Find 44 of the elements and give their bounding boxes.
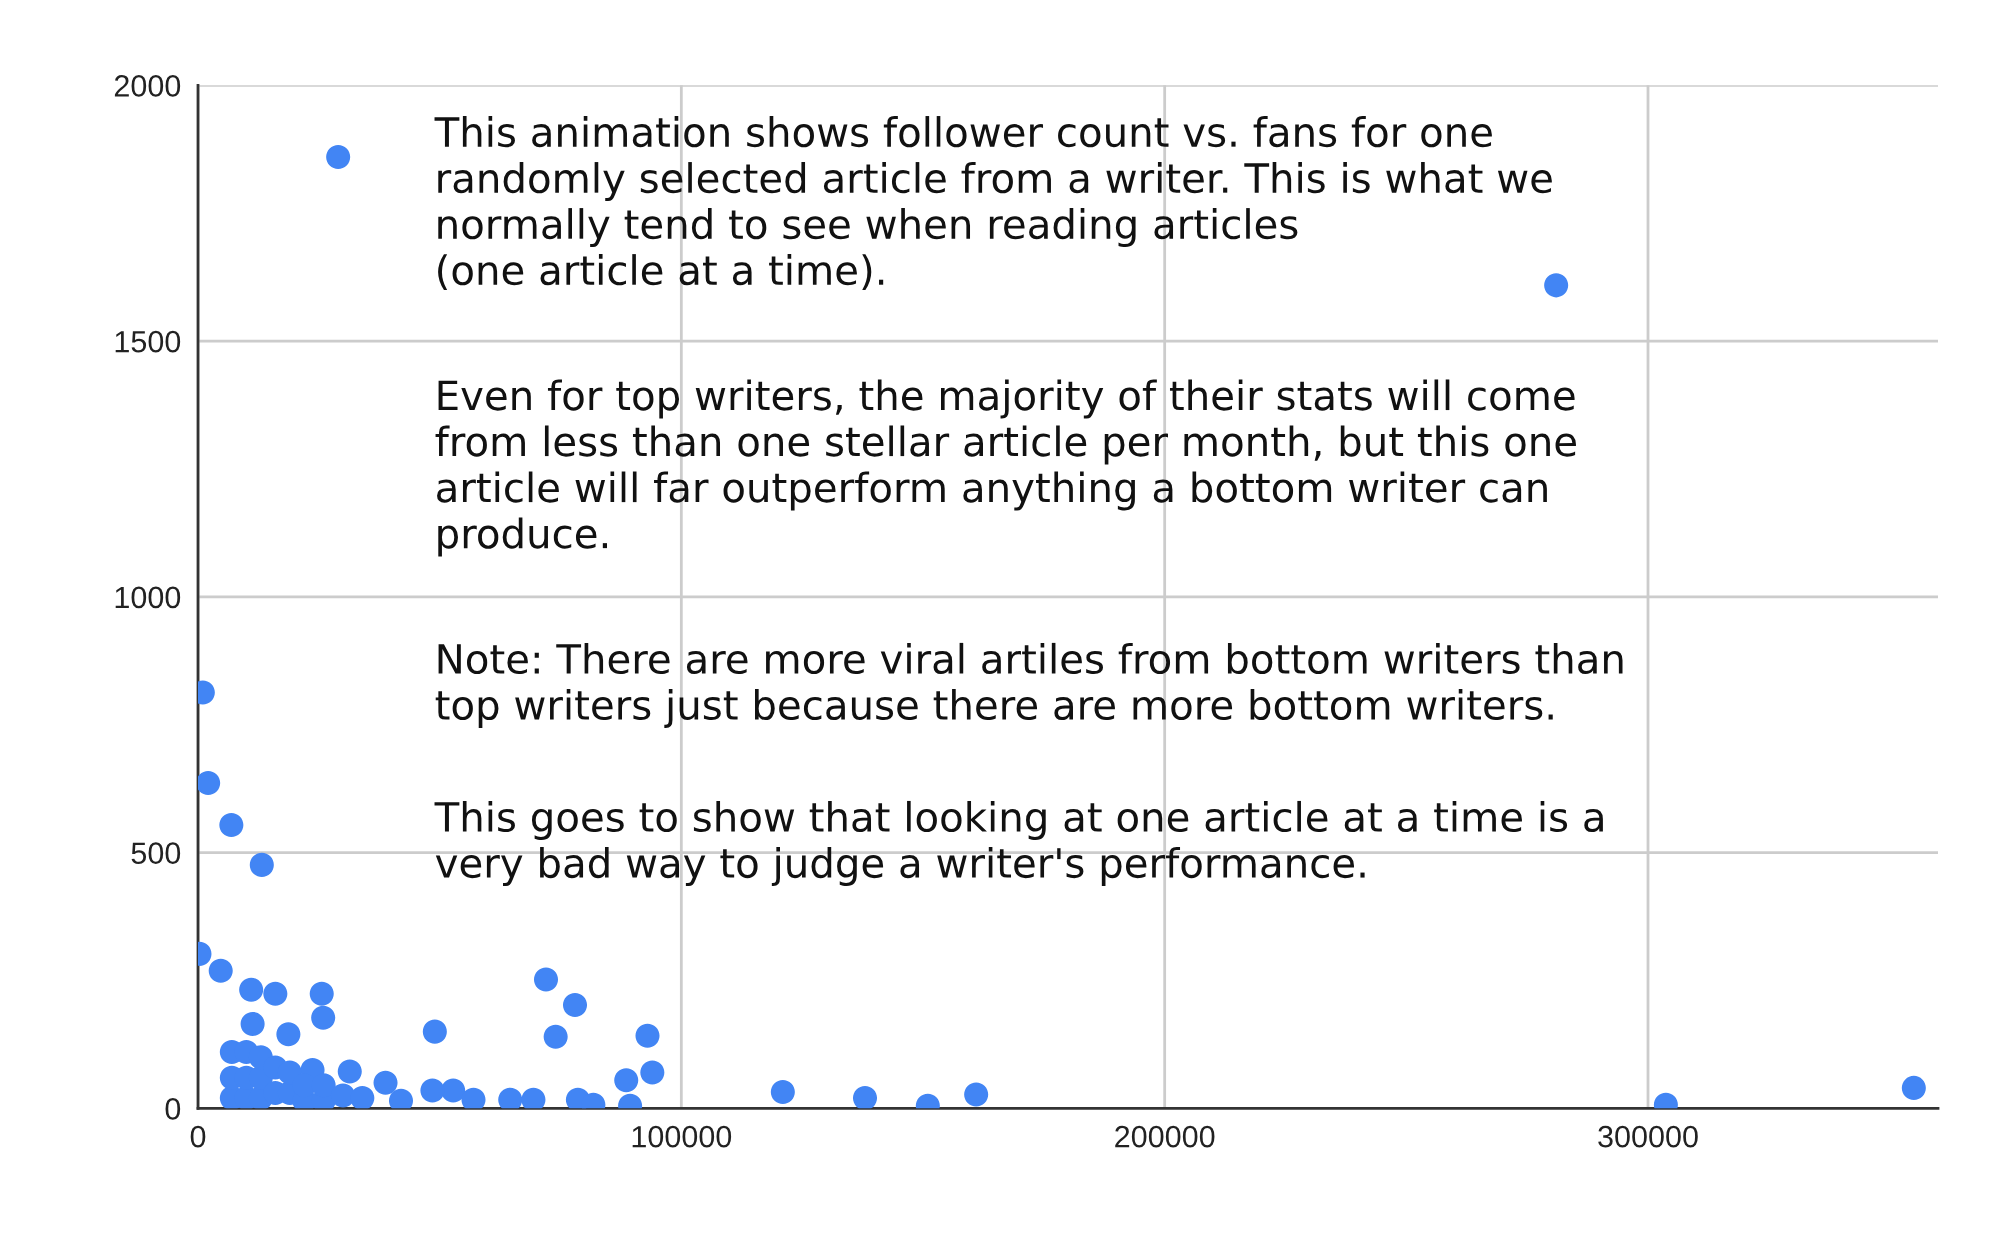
point: [1901, 1075, 1926, 1100]
point: [239, 977, 264, 1002]
y-tick-label: 2000: [114, 75, 181, 97]
point: [219, 812, 244, 838]
point: [964, 1082, 989, 1107]
point: [198, 771, 221, 796]
point: [562, 993, 588, 1018]
point: [770, 1079, 795, 1105]
point: [350, 1086, 375, 1109]
point: [635, 1023, 660, 1048]
annotation: Even for top writers, the majority of their stats will come from less than one stellar article per month, but this one article will far outperform anything a bottom writer can produce.: [435, 379, 1576, 557]
point: [1544, 273, 1569, 298]
y-tick-label: 500: [131, 842, 181, 864]
point: [263, 981, 288, 1006]
point: [326, 144, 351, 169]
point: [422, 1019, 447, 1044]
point: [461, 1087, 486, 1109]
x-tick-label: 100000: [632, 1125, 732, 1148]
point: [276, 1022, 301, 1047]
point: [640, 1060, 665, 1085]
x-tick-label: 200000: [1115, 1125, 1215, 1148]
point: [420, 1078, 445, 1103]
point: [852, 1086, 878, 1109]
point: [373, 1070, 398, 1095]
y-tick-label: 1000: [115, 586, 181, 609]
point: [533, 967, 559, 992]
x-tick-label: 300000: [1598, 1125, 1698, 1148]
annotation: Note: There are more viral artiles from bottom writers than top writers just because there are more bottom writers.: [435, 642, 1623, 728]
point: [441, 1078, 466, 1103]
point: [311, 1005, 336, 1030]
annotation: This animation shows follower count vs. fans for one randomly selected article from a writer. This is what we normally tend to see when reading articles (one article at a time).: [434, 116, 1552, 291]
x-tick-label: 0: [190, 1125, 206, 1148]
y-tick-label: 0: [165, 1098, 181, 1120]
point: [614, 1068, 639, 1093]
y-tick-label: 1500: [115, 330, 181, 353]
point: [543, 1024, 568, 1049]
point: [337, 1059, 362, 1084]
annotation: This goes to show that looking at one article at a time is a very bad way to judge a writer's performance.: [434, 800, 1603, 886]
point: [240, 1011, 265, 1036]
point: [521, 1087, 546, 1109]
point: [249, 852, 274, 877]
point: [208, 958, 233, 983]
point: [309, 981, 334, 1006]
point: [498, 1087, 523, 1109]
